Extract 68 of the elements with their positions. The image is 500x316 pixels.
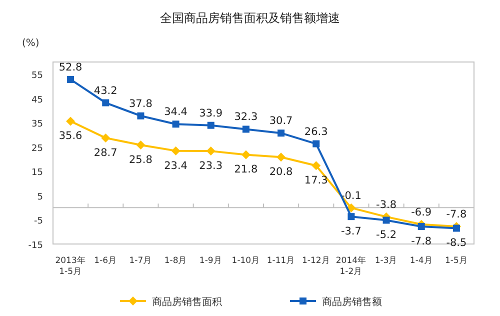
chart-title: 全国商品房销售面积及销售额增速	[160, 11, 340, 25]
x-tick-label: 1-10月	[232, 256, 260, 266]
point	[136, 140, 146, 150]
y-tick-label: 5	[37, 192, 43, 202]
data-label: 37.8	[129, 98, 152, 110]
point	[206, 146, 216, 156]
data-label: -7.8	[411, 236, 432, 248]
y-tick-label: 45	[32, 95, 43, 106]
data-label: 30.7	[269, 115, 293, 128]
data-label: -5.2	[376, 229, 397, 242]
data-label: -6.9	[411, 206, 432, 218]
y-tick-label: -15	[28, 241, 43, 251]
y-tick-label: -5	[34, 216, 43, 227]
point	[242, 126, 250, 133]
data-label: 35.6	[58, 130, 83, 142]
x-tick-label: 1-6月	[94, 256, 118, 266]
data-label: 43.2	[94, 84, 118, 97]
point	[207, 122, 214, 129]
data-label: 33.9	[199, 107, 223, 120]
point	[418, 223, 425, 230]
data-label: 28.7	[94, 146, 118, 159]
data-label: -7.8	[446, 208, 467, 221]
y-tick-label: 25	[32, 144, 43, 154]
data-label: 23.3	[199, 160, 223, 172]
point	[137, 112, 144, 120]
point	[452, 224, 460, 232]
point	[241, 150, 250, 160]
data-label: 26.3	[304, 126, 328, 138]
x-tick-label: 1-11月	[266, 256, 296, 266]
point	[102, 99, 110, 106]
point	[348, 213, 355, 220]
data-label: 32.3	[234, 111, 258, 124]
x-tick-label: 1-7月	[129, 256, 152, 266]
data-label: -3.7	[340, 226, 362, 238]
data-label: -3.8	[376, 198, 397, 211]
x-tick-label: 1-8月	[164, 256, 188, 266]
point	[171, 146, 180, 156]
x-tick-label: 1-12月	[302, 256, 330, 266]
point	[101, 133, 110, 142]
legend-label: 商品房销售面积	[152, 296, 222, 308]
y-tick-label: 15	[32, 168, 43, 178]
x-tick-label: 1-9月	[199, 256, 222, 266]
y-axis-title: (%)	[22, 38, 40, 49]
y-tick-label: 55	[32, 71, 43, 82]
point	[276, 152, 286, 162]
data-label: 23.4	[164, 160, 188, 172]
point	[312, 161, 321, 170]
point	[312, 140, 320, 148]
data-label: 52.8	[58, 61, 82, 74]
data-label: -0.1	[340, 190, 362, 202]
legend-label: 商品房销售额	[322, 296, 382, 308]
point	[67, 76, 74, 83]
x-tick-label: 1-4月	[410, 256, 433, 266]
x-tick-label: 2014年 1-2月	[336, 255, 367, 277]
data-label: 17.3	[304, 174, 328, 187]
y-tick-label: 35	[32, 120, 43, 130]
point	[278, 130, 285, 137]
x-tick-label: 1-3月	[374, 256, 398, 266]
point	[66, 116, 76, 126]
data-label: 25.8	[129, 154, 152, 166]
x-tick-label: 2013年 1-5月	[55, 255, 86, 277]
point	[172, 120, 180, 128]
x-tick-label: 1-5月	[445, 256, 468, 266]
data-label: -8.5	[446, 237, 467, 250]
point	[382, 216, 390, 224]
data-label: 20.8	[269, 166, 293, 178]
data-label: 21.8	[234, 164, 258, 176]
data-label: 34.4	[164, 106, 188, 118]
